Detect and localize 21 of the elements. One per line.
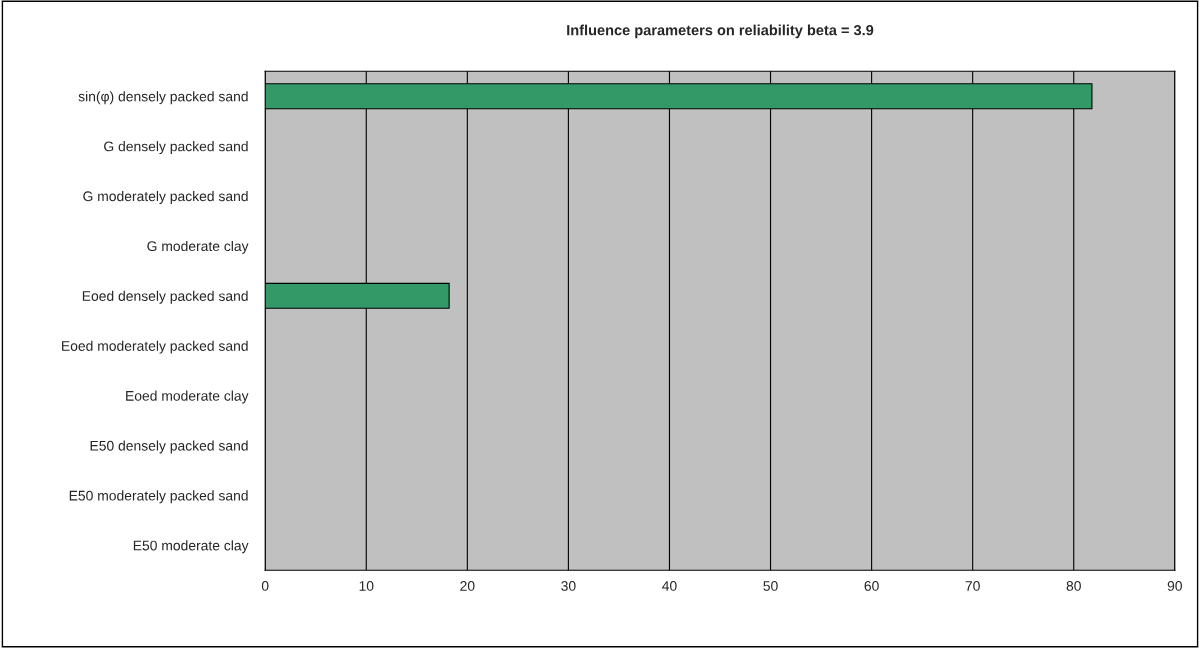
x-tick-label: 30 [561, 581, 576, 591]
chart-title: Influence parameters on reliability beta = 3.9 [567, 24, 874, 39]
y-tick-label: G densely packed sand [104, 141, 248, 155]
y-tick-label: Eoed densely packed sand [82, 290, 248, 304]
x-tick-label: 60 [864, 581, 879, 591]
x-tick-label: 90 [1167, 581, 1182, 591]
y-tick-label: E50 densely packed sand [90, 440, 248, 454]
y-tick-label: Eoed moderately packed sand [62, 340, 248, 354]
x-tick-label: 80 [1066, 581, 1081, 591]
y-tick-label: E50 moderate clay [133, 540, 249, 554]
y-tick-label: Eoed moderate clay [126, 390, 249, 404]
x-tick-label: 40 [662, 581, 677, 591]
x-tick-label: 20 [460, 581, 475, 591]
x-tick-label: 50 [763, 581, 778, 591]
y-tick-label: G moderately packed sand [83, 190, 248, 204]
y-tick-label: E50 moderately packed sand [69, 490, 248, 504]
x-tick-label: 70 [965, 581, 980, 591]
y-tick-label: G moderate clay [147, 240, 249, 254]
x-tick-label: 0 [261, 581, 269, 591]
y-tick-label: sin(φ) densely packed sand [78, 91, 248, 105]
x-tick-label: 10 [359, 581, 374, 591]
